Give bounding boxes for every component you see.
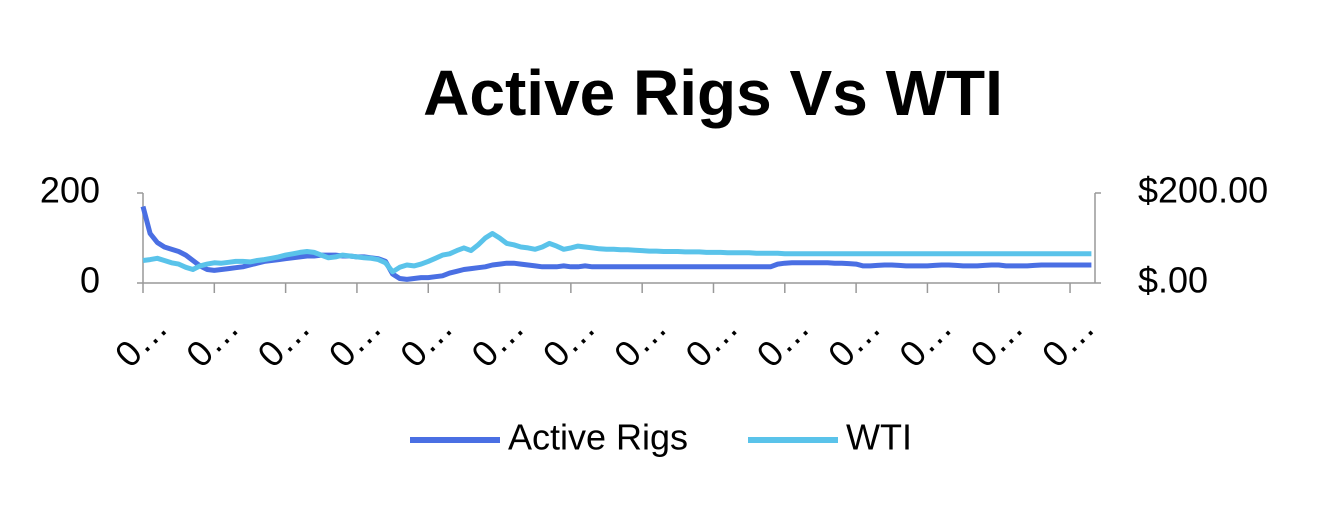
- x-tick-label: 0…: [321, 306, 390, 375]
- y-tick-label: 200: [40, 170, 100, 211]
- x-tick-label: 0…: [891, 306, 960, 375]
- x-tick-label: 0…: [677, 306, 746, 375]
- x-tick-label: 0…: [249, 306, 318, 375]
- series-line: [140, 205, 1092, 282]
- y-tick-label: 0: [80, 260, 100, 301]
- series-line: [142, 231, 1092, 275]
- y2-tick-label: $200.00: [1138, 170, 1268, 211]
- x-tick-label: 0…: [392, 306, 461, 375]
- x-tick-label: 0…: [606, 306, 675, 375]
- x-tick-label: 0…: [963, 306, 1032, 375]
- x-tick-label: 0…: [463, 306, 532, 375]
- legend-label: Active Rigs: [508, 417, 688, 458]
- x-tick-label: 0…: [107, 306, 176, 375]
- x-tick-label: 0…: [1034, 306, 1103, 375]
- legend-label: WTI: [846, 417, 912, 458]
- y2-tick-label: $.00: [1138, 260, 1208, 301]
- x-tick-label: 0…: [820, 306, 889, 375]
- chart-title: Active Rigs Vs WTI: [423, 57, 1003, 129]
- x-tick-label: 0…: [749, 306, 818, 375]
- x-tick-label: 0…: [178, 306, 247, 375]
- x-tick-label: 0…: [535, 306, 604, 375]
